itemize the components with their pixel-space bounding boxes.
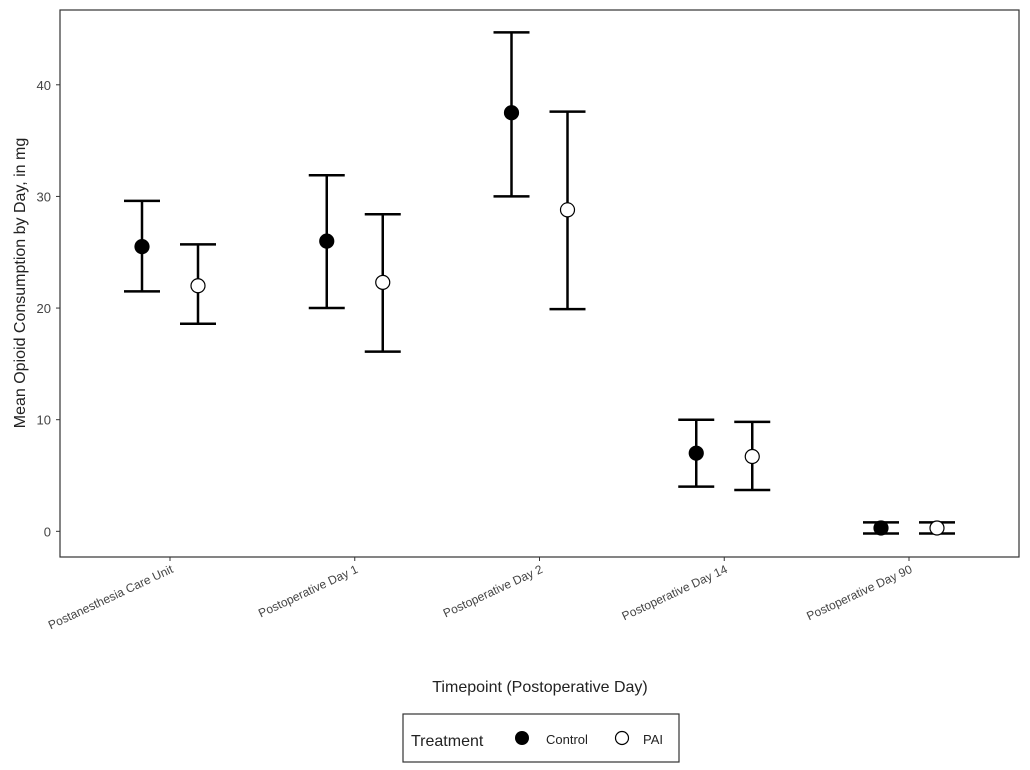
data-point (190, 278, 206, 294)
error-bar-group (308, 173, 345, 310)
y-axis: 0 10 20 30 40 (37, 78, 60, 539)
error-bar-group (493, 31, 530, 198)
error-bar-group (549, 110, 586, 311)
y-tick-label: 30 (37, 189, 51, 204)
x-axis: Postanesthesia Care Unit Postoperative Da… (46, 557, 915, 632)
legend-marker-control (515, 731, 529, 745)
x-tick-label: Postoperative Day 2 (441, 562, 545, 620)
data-point (375, 274, 391, 290)
y-tick-label: 20 (37, 301, 51, 316)
data-point (319, 233, 335, 249)
error-bar-group (364, 213, 401, 353)
x-axis-label: Timepoint (Postoperative Day) (432, 679, 648, 696)
error-bar-group (734, 420, 771, 492)
error-bar-group (180, 243, 216, 325)
error-bar-group (678, 418, 715, 488)
x-tick-label: Postoperative Day 90 (804, 562, 914, 623)
legend-label-control: Control (546, 732, 588, 747)
data-point (929, 520, 945, 536)
legend-marker-pai (614, 730, 630, 746)
y-tick-label: 40 (37, 78, 51, 93)
data-point (134, 239, 150, 255)
error-bar-group (919, 520, 955, 536)
legend: Treatment Control PAI (402, 713, 680, 763)
data-point (873, 520, 889, 536)
error-bar-group (124, 199, 160, 293)
data-point (688, 445, 704, 461)
x-tick-label: Postoperative Day 14 (620, 562, 730, 623)
y-axis-label: Mean Opioid Consumption by Day, in mg (12, 138, 29, 429)
x-tick-label: Postoperative Day 1 (256, 562, 360, 620)
plot-panel (59, 9, 1020, 558)
x-tick-label: Postanesthesia Care Unit (46, 562, 176, 632)
error-bar-group (863, 520, 899, 536)
y-tick-label: 0 (44, 524, 51, 539)
data-point (503, 105, 520, 121)
legend-label-pai: PAI (643, 732, 663, 747)
y-tick-label: 10 (37, 413, 51, 428)
legend-title: Treatment (411, 733, 484, 750)
data-point (559, 202, 576, 218)
data-marks (124, 31, 955, 536)
legend-box (402, 713, 680, 763)
data-point (744, 448, 760, 465)
